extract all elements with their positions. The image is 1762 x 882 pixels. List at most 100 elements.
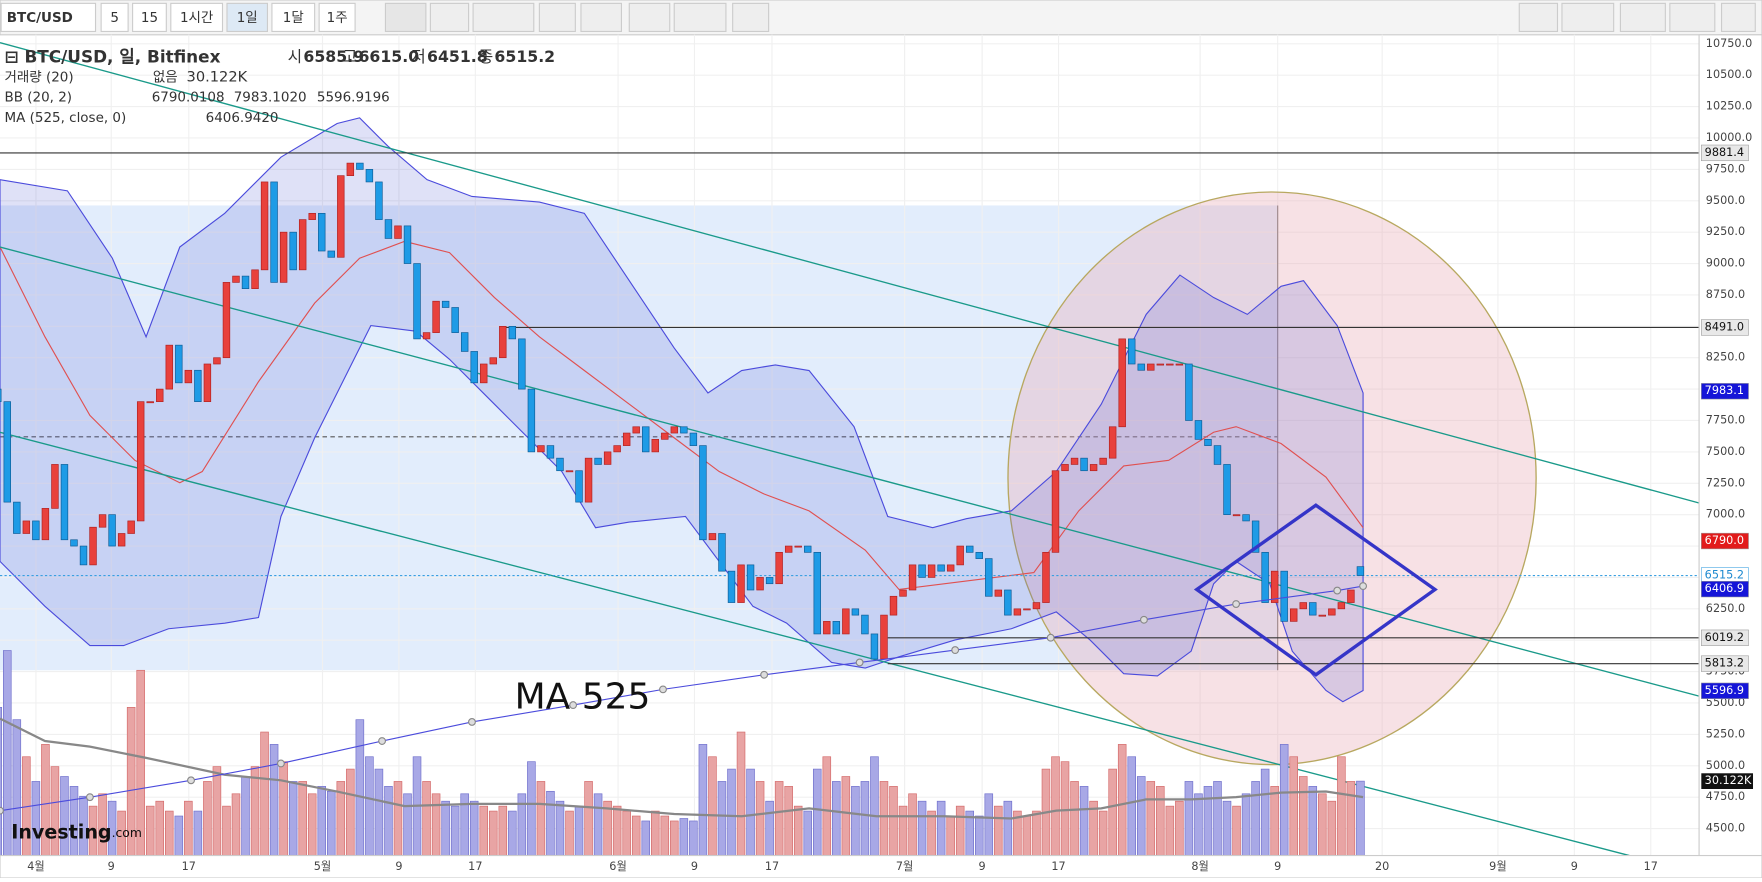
x-tick-label: 9: [395, 860, 402, 873]
volume-bar: [1175, 800, 1184, 856]
volume-bar: [1337, 756, 1346, 856]
template-icon[interactable]: [1561, 2, 1615, 32]
interval-button[interactable]: [271, 2, 316, 32]
bb-value: 6790.0108: [152, 90, 225, 106]
price-tag-label: 6515.2: [1705, 569, 1744, 582]
volume-bar: [1079, 786, 1089, 856]
volume-bar: [1156, 786, 1165, 856]
volume-note: 없음: [153, 69, 178, 85]
y-tick-label: 9500.0: [1706, 194, 1745, 207]
volume-bar: [784, 786, 793, 856]
volume-bar: [851, 786, 860, 856]
load-icon[interactable]: [1619, 2, 1666, 32]
volume-bar: [927, 810, 936, 856]
volume-bar: [660, 815, 670, 856]
volume-bar: [431, 793, 441, 856]
candle-body: [60, 464, 69, 541]
interval-label[interactable]: 1시간: [180, 10, 213, 26]
candle-icon[interactable]: [384, 2, 427, 32]
candle-body: [0, 388, 2, 402]
draw-icon[interactable]: [472, 2, 535, 32]
alert-icon[interactable]: [732, 2, 770, 32]
volume-bar: [908, 793, 917, 856]
candle-body: [927, 564, 936, 578]
candle-body: [13, 501, 21, 534]
volume-bar: [260, 731, 269, 856]
candle-body: [70, 539, 78, 547]
candle-body: [603, 451, 612, 465]
candle-body: [1118, 338, 1126, 428]
candle-body: [441, 300, 450, 308]
ohlc-value: 6615.0: [358, 47, 419, 66]
candle-body: [22, 520, 31, 534]
legend: ⊟ BTC/USD, 일, Bitfinex 거래량 (20) 없음 30.12…: [4, 46, 555, 126]
y-tick-label: 4500.0: [1706, 822, 1745, 835]
indicator-icon[interactable]: [580, 2, 622, 32]
candle-body: [670, 426, 679, 434]
candle-body: [1318, 614, 1327, 617]
price-tag-label: 6790.0: [1705, 534, 1744, 547]
toolbar-buttons: BTC/USD 5 15 1시간 1일 1달 1주: [0, 2, 356, 32]
interval-button[interactable]: [170, 2, 224, 32]
volume-bar: [622, 810, 631, 856]
candle-body: [79, 545, 88, 566]
candle-body: [480, 363, 488, 384]
interval-button[interactable]: [100, 2, 129, 32]
ma-marker: [468, 718, 476, 726]
candle-body: [594, 457, 602, 465]
volume-bar: [527, 761, 536, 856]
candle-body: [1032, 602, 1041, 610]
volume-bar: [441, 800, 450, 856]
candle-body: [737, 564, 745, 603]
volume-bar: [1298, 776, 1308, 856]
x-tick-label: 7월: [896, 860, 913, 873]
candle-body: [117, 533, 126, 547]
ohlc-label: 시: [288, 47, 302, 66]
candles: [0, 162, 1365, 660]
candle-body: [537, 445, 545, 453]
save-icon[interactable]: [1669, 2, 1716, 32]
symbol-box[interactable]: [0, 2, 97, 32]
y-tick-label: 7750.0: [1706, 413, 1745, 426]
candle-body: [279, 231, 288, 283]
settings-icon[interactable]: [538, 2, 576, 32]
volume-bar: [708, 756, 717, 856]
compare-icon[interactable]: [628, 2, 671, 32]
y-tick-label: 10750.0: [1706, 37, 1752, 50]
interval-label[interactable]: 15: [141, 10, 158, 26]
interval-button[interactable]: [226, 2, 269, 32]
interval-label[interactable]: 5: [110, 10, 119, 26]
interval-label[interactable]: 1주: [327, 10, 348, 26]
candle-body: [32, 520, 40, 541]
x-tick-label: 8월: [1191, 860, 1208, 873]
interval-label[interactable]: 1일: [237, 10, 258, 26]
volume-bar: [565, 810, 574, 856]
volume-bar: [393, 781, 403, 856]
fullscreen-icon[interactable]: [1720, 2, 1756, 32]
interval-label[interactable]: 1달: [283, 10, 304, 26]
ma-marker: [1359, 582, 1368, 591]
interval-button[interactable]: [318, 2, 356, 32]
x-tick-label: 5월: [314, 860, 331, 873]
volume-bar: [222, 805, 231, 856]
volume-bar: [1308, 786, 1318, 856]
line-icon[interactable]: [429, 2, 470, 32]
camera-icon[interactable]: [1518, 2, 1559, 32]
interval-button[interactable]: [132, 2, 167, 32]
volume-bar: [574, 805, 584, 856]
candle-body: [1280, 570, 1288, 622]
candle-body: [584, 457, 593, 503]
ma-marker: [951, 646, 960, 655]
undo-redo[interactable]: [673, 2, 727, 32]
volume-bar: [812, 768, 822, 856]
candle-body: [470, 351, 478, 384]
y-tick-label: 9750.0: [1706, 162, 1745, 175]
volume-bar: [860, 781, 870, 856]
ohlc-label: 종: [479, 47, 493, 66]
volume-bar: [1184, 781, 1194, 856]
candle-body: [222, 282, 231, 359]
volume-bar: [1136, 776, 1146, 856]
volume-bar: [1213, 781, 1222, 856]
candle-body: [632, 426, 640, 434]
